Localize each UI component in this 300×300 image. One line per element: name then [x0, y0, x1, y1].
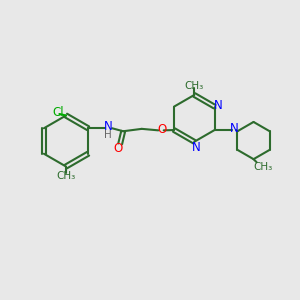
Text: N: N — [104, 120, 112, 133]
Text: CH₃: CH₃ — [56, 171, 76, 181]
Text: O: O — [113, 142, 122, 155]
Text: CH₃: CH₃ — [253, 162, 272, 172]
Text: N: N — [230, 122, 239, 135]
Text: N: N — [214, 99, 223, 112]
Text: N: N — [191, 141, 200, 154]
Text: CH₃: CH₃ — [185, 81, 204, 91]
Text: Cl: Cl — [53, 106, 64, 119]
Text: H: H — [104, 130, 112, 140]
Text: O: O — [157, 123, 167, 136]
